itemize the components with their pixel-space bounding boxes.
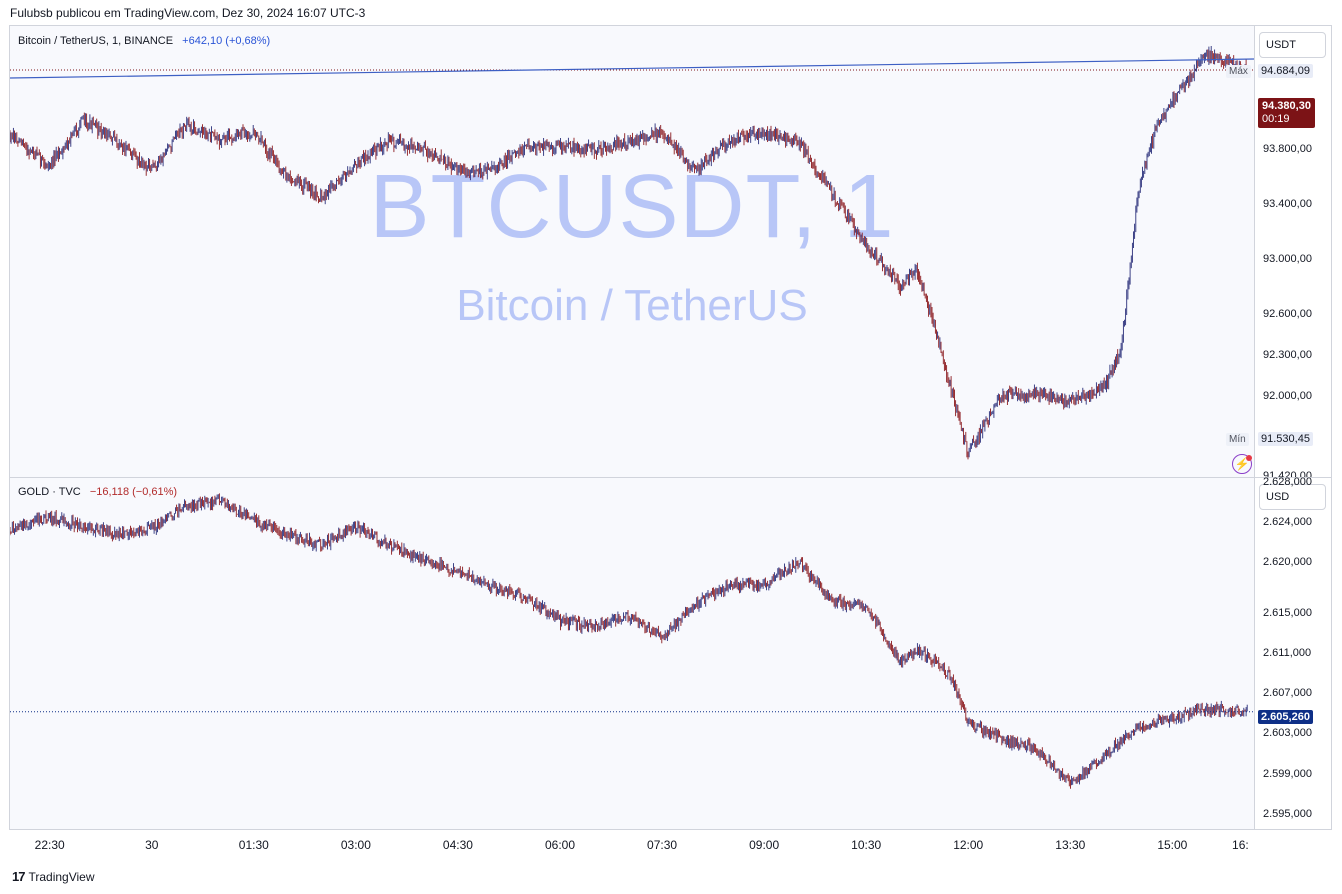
btc-countdown: 00:19 — [1262, 113, 1290, 125]
gold-legend[interactable]: GOLD · TVC −16,118 (−0,61%) — [18, 486, 177, 498]
btc-candle-group — [10, 46, 1248, 460]
gold-legend-change: −16,118 (−0,61%) — [89, 486, 178, 498]
time-axis[interactable]: 22:30 30 01:30 03:00 04:30 06:00 07:30 09:00 10:… — [10, 831, 1254, 859]
gold-price-tick: 2.607,000 — [1263, 687, 1312, 700]
btc-price-tick: 93.800,00 — [1263, 142, 1312, 155]
gold-price-tick: 2.624,000 — [1263, 516, 1312, 529]
btc-min-label: Mín — [1226, 433, 1249, 446]
gold-price-tick: 2.603,000 — [1263, 727, 1312, 740]
btc-trendline[interactable] — [10, 58, 1254, 79]
time-tick-label: 22:30 — [34, 838, 65, 852]
publish-header: Fulubsb publicou em TradingView.com, Dez… — [10, 6, 366, 20]
btc-chart-pane[interactable]: BTCUSDT, 1 Bitcoin / TetherUS Bitcoin / … — [10, 26, 1255, 477]
btc-currency-button[interactable]: USDT — [1259, 32, 1326, 58]
time-tick-label: 04:30 — [442, 838, 473, 852]
time-tick-label: 30 — [145, 838, 159, 852]
time-tick-label: 16: — [1232, 838, 1249, 852]
gold-price-tick: 2.599,000 — [1263, 767, 1312, 780]
gold-last-price-tag: 2.605,260 — [1258, 710, 1313, 724]
footer-brand: 17 TradingView — [12, 869, 95, 884]
time-tick-label: 15:00 — [1157, 838, 1188, 852]
btc-price-axis[interactable]: USDT 94.000,0093.800,0093.400,0093.000,0… — [1255, 26, 1332, 482]
tradingview-logo-icon: 17 — [12, 869, 26, 884]
time-tick-label: 12:00 — [953, 838, 984, 852]
time-tick-label: 03:00 — [340, 838, 371, 852]
gold-price-tick: 2.628,000 — [1263, 476, 1312, 489]
btc-last-price-tag: 94.380,30 00:19 — [1258, 98, 1315, 128]
gold-price-tick: 2.615,000 — [1263, 606, 1312, 619]
btc-price-tick: 93.000,00 — [1263, 252, 1312, 265]
time-tick-label: 06:00 — [544, 838, 575, 852]
btc-price-tick: 92.300,00 — [1263, 349, 1312, 361]
btc-legend[interactable]: Bitcoin / TetherUS, 1, BINANCE +642,10 (… — [18, 35, 270, 47]
btc-price-tick: 92.000,00 — [1263, 390, 1312, 403]
time-tick-label: 10:30 — [851, 838, 882, 852]
gold-price-tick: 2.611,000 — [1263, 647, 1312, 659]
time-tick-label: 13:30 — [1055, 838, 1086, 852]
gold-chart-pane[interactable]: GOLD · TVC −16,118 (−0,61%) — [10, 478, 1255, 830]
gold-price-axis[interactable]: USD 2.628,000 2.624,000 2.620,000 2.615,000… — [1255, 476, 1332, 830]
btc-price-tick: 92.600,00 — [1263, 307, 1312, 320]
time-tick-label: 09:00 — [749, 838, 780, 852]
gold-legend-symbol: GOLD · TVC — [18, 486, 81, 498]
footer-brand-name: TradingView — [28, 869, 95, 884]
gold-price-tick: 2.620,000 — [1263, 556, 1312, 569]
btc-price-tick: 93.400,00 — [1263, 197, 1312, 210]
lightning-alert-icon[interactable]: ⚡ — [1232, 454, 1252, 474]
gold-candles — [10, 493, 1254, 789]
gold-price-tick: 2.595,000 — [1263, 807, 1312, 820]
gold-candle-group — [10, 493, 1248, 789]
btc-legend-change: +642,10 (+0,68%) — [182, 35, 271, 47]
notification-dot-icon — [1246, 455, 1252, 461]
time-tick-label: 01:30 — [238, 838, 269, 852]
btc-candles — [10, 46, 1254, 460]
btc-min-value-tag: 91.530,45 — [1258, 432, 1313, 446]
time-tick-label: 07:30 — [647, 838, 678, 852]
btc-max-label: Máx — [1226, 65, 1251, 78]
gold-currency-button[interactable]: USD — [1259, 484, 1326, 510]
btc-legend-symbol: Bitcoin / TetherUS, 1, BINANCE — [18, 35, 174, 47]
btc-max-value-tag: 94.684,09 — [1258, 64, 1313, 78]
pane-divider[interactable] — [10, 477, 1332, 478]
btc-last-price-value: 94.380,30 — [1262, 100, 1311, 112]
